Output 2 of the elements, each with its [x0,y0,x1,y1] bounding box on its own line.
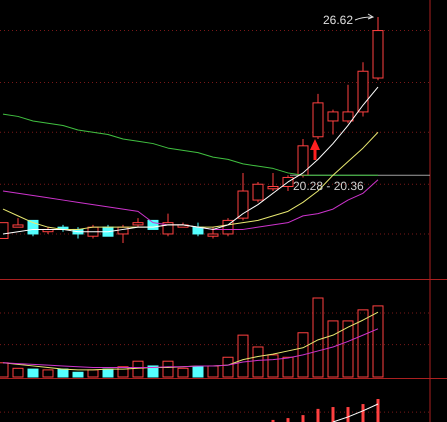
annotation: 20.28 - 20.36 [293,179,364,194]
annotation: 26.62 [322,13,354,27]
